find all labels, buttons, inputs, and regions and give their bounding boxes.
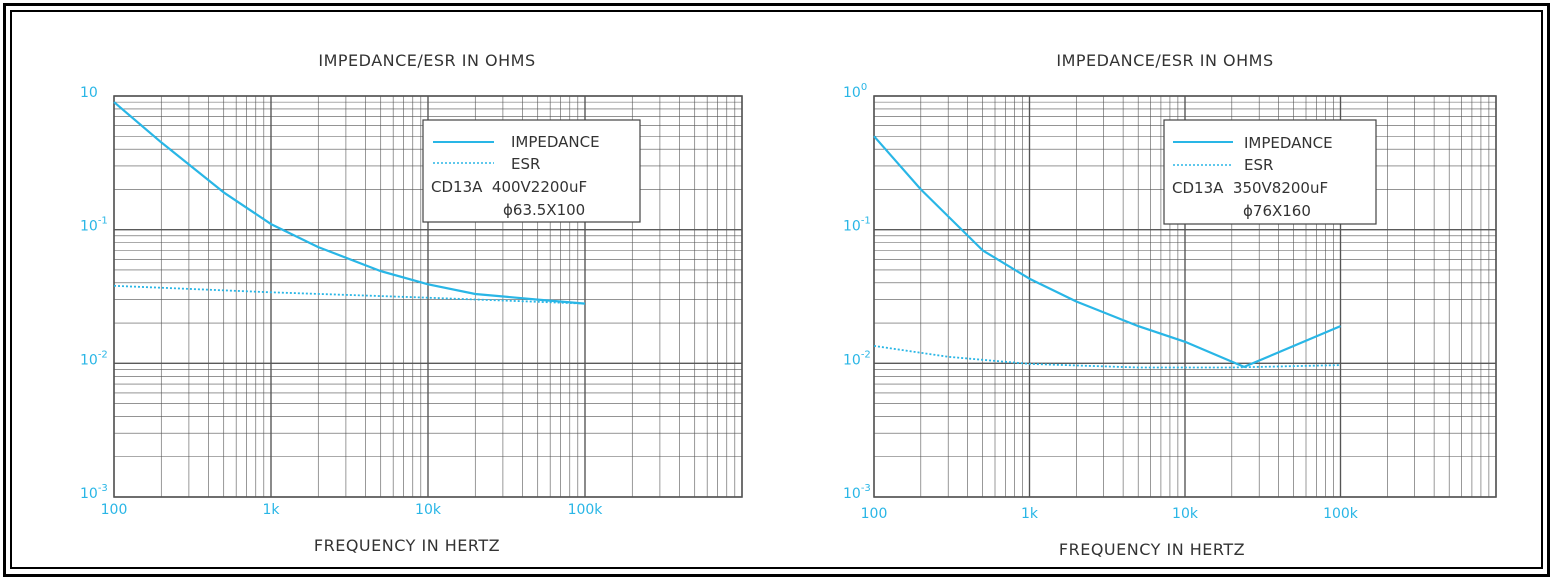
- chart-2-legend-box: [1163, 119, 1377, 225]
- chart-2-x-ticks: 100 1k 10k 100k: [861, 506, 1359, 522]
- y-tick-exponent: -3: [861, 483, 871, 494]
- x-tick-label: 1k: [1021, 506, 1039, 522]
- series-impedance-line: [113, 101, 586, 305]
- chart-2-legend-part-number: CD13A 350V8200uF: [1172, 179, 1328, 197]
- series-esr-line: [873, 345, 1341, 369]
- chart-2-y-ticks: 100 10-1 10-2 10-3: [843, 82, 871, 502]
- chart-1-legend-part-number: CD13A 400V2200uF: [431, 178, 587, 196]
- y-tick-label: 10-3: [80, 483, 108, 502]
- x-tick-label: 100: [861, 506, 888, 522]
- chart-1-y-ticks: 10 10-1 10-2 10-3: [80, 85, 108, 502]
- chart-1-legend-box: [422, 119, 641, 223]
- x-tick-label: 1k: [262, 502, 280, 518]
- chart-2-legend-esr-label: ESR: [1244, 156, 1273, 174]
- y-tick-exponent: -3: [98, 483, 108, 494]
- chart-2-legend: IMPEDANCE ESR CD13A 350V8200uF ϕ76X160: [1163, 119, 1377, 225]
- y-tick-label: 10-2: [80, 349, 108, 368]
- x-tick-label: 100: [101, 502, 128, 518]
- chart-1-title: IMPEDANCE/ESR IN OHMS: [318, 51, 535, 70]
- series-esr-line: [113, 284, 586, 305]
- chart-2-legend-dimensions: ϕ76X160: [1243, 202, 1311, 220]
- chart-2-x-axis-label: FREQUENCY IN HERTZ: [1059, 540, 1245, 559]
- y-tick-exponent: -2: [861, 349, 871, 360]
- y-tick-label: 10-1: [80, 216, 108, 235]
- chart-1-grid: [113, 95, 743, 498]
- chart-1-x-ticks: 100 1k 10k 100k: [101, 502, 604, 518]
- chart-1-x-axis-label: FREQUENCY IN HERTZ: [314, 536, 500, 555]
- y-tick-label: 100: [843, 82, 867, 101]
- chart-2-title: IMPEDANCE/ESR IN OHMS: [1056, 51, 1273, 70]
- y-tick-exponent: -1: [861, 216, 871, 227]
- y-tick-label: 10-3: [843, 483, 871, 502]
- chart-1-series: [113, 101, 586, 305]
- x-tick-label: 100k: [568, 502, 604, 518]
- outer-frame: [3, 3, 1550, 577]
- y-tick-label: 10-2: [843, 349, 871, 368]
- x-tick-label: 100k: [1323, 506, 1359, 522]
- y-tick-label: 10: [80, 85, 98, 101]
- y-tick-exponent: -2: [98, 349, 108, 360]
- chart-1-legend-esr-label: ESR: [511, 155, 540, 173]
- x-tick-label: 10k: [415, 502, 442, 518]
- inner-frame: [10, 10, 1543, 569]
- chart-1-legend-dimensions: ϕ63.5X100: [503, 201, 585, 219]
- y-tick-label: 10-1: [843, 216, 871, 235]
- y-tick-exponent: 0: [861, 82, 867, 93]
- chart-2: IMPEDANCE/ESR IN OHMS 100 10-1 10-2 10-3 10…: [843, 51, 1497, 559]
- x-tick-label: 10k: [1172, 506, 1199, 522]
- series-impedance-line: [873, 135, 1341, 368]
- chart-1-legend: IMPEDANCE ESR CD13A 400V2200uF ϕ63.5X100: [422, 119, 641, 223]
- chart-1: IMPEDANCE/ESR IN OHMS 10 10-1 10-2 10-3 100…: [80, 51, 743, 555]
- chart-1-legend-impedance-label: IMPEDANCE: [511, 133, 600, 151]
- chart-2-legend-impedance-label: IMPEDANCE: [1244, 134, 1333, 152]
- y-tick-exponent: -1: [98, 216, 108, 227]
- chart-2-series: [873, 135, 1341, 369]
